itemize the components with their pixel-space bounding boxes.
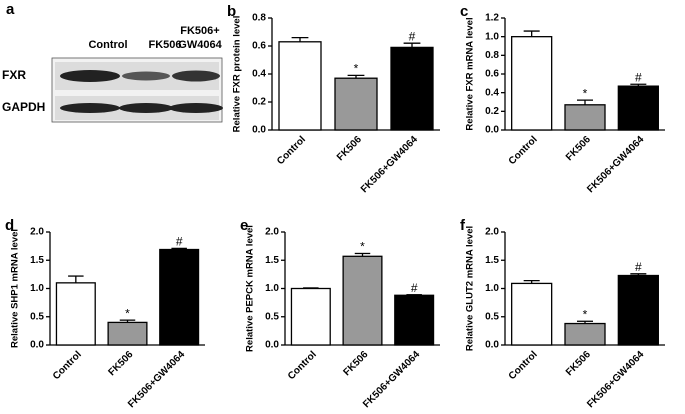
band: [60, 103, 120, 113]
bar: [511, 36, 553, 131]
y-tick-label: 0.5: [30, 311, 44, 322]
y-tick-label: 0.2: [252, 97, 266, 108]
y-tick-label: 0.6: [252, 41, 266, 52]
x-tick-label: Control: [51, 349, 84, 382]
y-tick-label: 1.2: [485, 13, 499, 24]
bar: [107, 321, 148, 346]
blot-column-label: GW4064: [178, 39, 222, 51]
x-tick-label: Control: [275, 134, 308, 167]
y-axis-label: Relative FXR protein level: [232, 16, 243, 133]
blot-column-label: Control: [88, 39, 127, 51]
y-tick-label: 0.5: [265, 311, 279, 322]
bar: [334, 77, 378, 131]
y-tick-label: 0.8: [485, 50, 499, 61]
x-tick-label: FK506+GW4064: [585, 349, 646, 410]
x-tick-label: FK506+GW4064: [585, 134, 646, 195]
x-tick-label: FK506+GW4064: [359, 134, 420, 195]
significance-marker: #: [409, 29, 416, 43]
bar: [617, 85, 659, 131]
y-tick-label: 0.0: [30, 340, 44, 351]
y-tick-label: 1.5: [265, 255, 279, 266]
x-tick-label: FK506: [341, 349, 370, 378]
significance-marker: *: [583, 86, 588, 100]
x-tick-label: FK506: [106, 349, 135, 378]
band: [119, 103, 173, 113]
blot-row-label: GAPDH: [2, 100, 45, 114]
y-tick-label: 1.0: [485, 283, 499, 294]
panel-letter: c: [460, 3, 468, 20]
y-tick-label: 0.0: [485, 340, 499, 351]
x-tick-label: FK506: [564, 349, 593, 378]
panel-letter: e: [240, 217, 248, 234]
x-tick-label: FK506: [564, 134, 593, 163]
y-tick-label: 1.0: [30, 283, 44, 294]
panel-letter: a: [6, 1, 15, 18]
y-tick-label: 0.4: [485, 87, 499, 98]
bar: [55, 282, 96, 346]
bar: [390, 46, 434, 131]
significance-marker: *: [125, 306, 130, 320]
y-tick-label: 0.8: [252, 13, 266, 24]
blot-row-label: FXR: [2, 68, 26, 82]
bar: [394, 294, 435, 346]
y-tick-label: 2.0: [30, 227, 44, 238]
x-tick-label: Control: [286, 349, 319, 382]
bar: [290, 287, 331, 346]
x-tick-label: Control: [507, 134, 540, 167]
bar: [617, 274, 659, 346]
x-tick-label: FK506: [335, 134, 364, 163]
y-tick-label: 1.0: [265, 283, 279, 294]
y-axis-label: Relative SHP1 mRNA level: [10, 229, 21, 348]
bar: [564, 104, 606, 131]
blot-column-label: FK506+: [180, 25, 219, 37]
y-tick-label: 0.6: [485, 69, 499, 80]
panel-letter: f: [460, 217, 466, 234]
significance-marker: #: [176, 235, 183, 249]
y-tick-label: 2.0: [485, 227, 499, 238]
y-axis-label: Relative GLUT2 mRNA level: [465, 226, 476, 351]
y-tick-label: 0.4: [252, 69, 266, 80]
significance-marker: *: [583, 307, 588, 321]
y-tick-label: 0.5: [485, 311, 499, 322]
band: [60, 70, 120, 82]
y-tick-label: 2.0: [265, 227, 279, 238]
y-tick-label: 1.0: [485, 31, 499, 42]
y-tick-label: 1.5: [30, 255, 44, 266]
significance-marker: #: [411, 281, 418, 295]
y-axis-label: Relative PEPCK mRNA level: [245, 225, 256, 352]
x-tick-label: Control: [507, 349, 540, 382]
band: [172, 70, 220, 82]
significance-marker: *: [360, 240, 365, 254]
x-tick-label: FK506+GW4064: [126, 349, 187, 410]
bar: [511, 282, 553, 346]
y-axis-label: Relative FXR mRNA level: [465, 17, 476, 130]
y-tick-label: 1.5: [485, 255, 499, 266]
band: [169, 103, 223, 113]
y-tick-label: 0.0: [265, 340, 279, 351]
significance-marker: *: [354, 62, 359, 76]
panel-letter: b: [227, 3, 236, 20]
bar: [278, 41, 322, 131]
blot-column-label: FK506: [148, 39, 181, 51]
band: [122, 71, 170, 81]
y-tick-label: 0.0: [485, 125, 499, 136]
x-tick-label: FK506+GW4064: [361, 349, 422, 410]
significance-marker: #: [635, 260, 642, 274]
bar: [342, 255, 383, 346]
y-tick-label: 0.2: [485, 106, 499, 117]
bar: [564, 322, 606, 346]
y-tick-label: 0.0: [252, 125, 266, 136]
panel-letter: d: [5, 217, 14, 234]
bar: [159, 248, 200, 346]
significance-marker: #: [635, 70, 642, 84]
